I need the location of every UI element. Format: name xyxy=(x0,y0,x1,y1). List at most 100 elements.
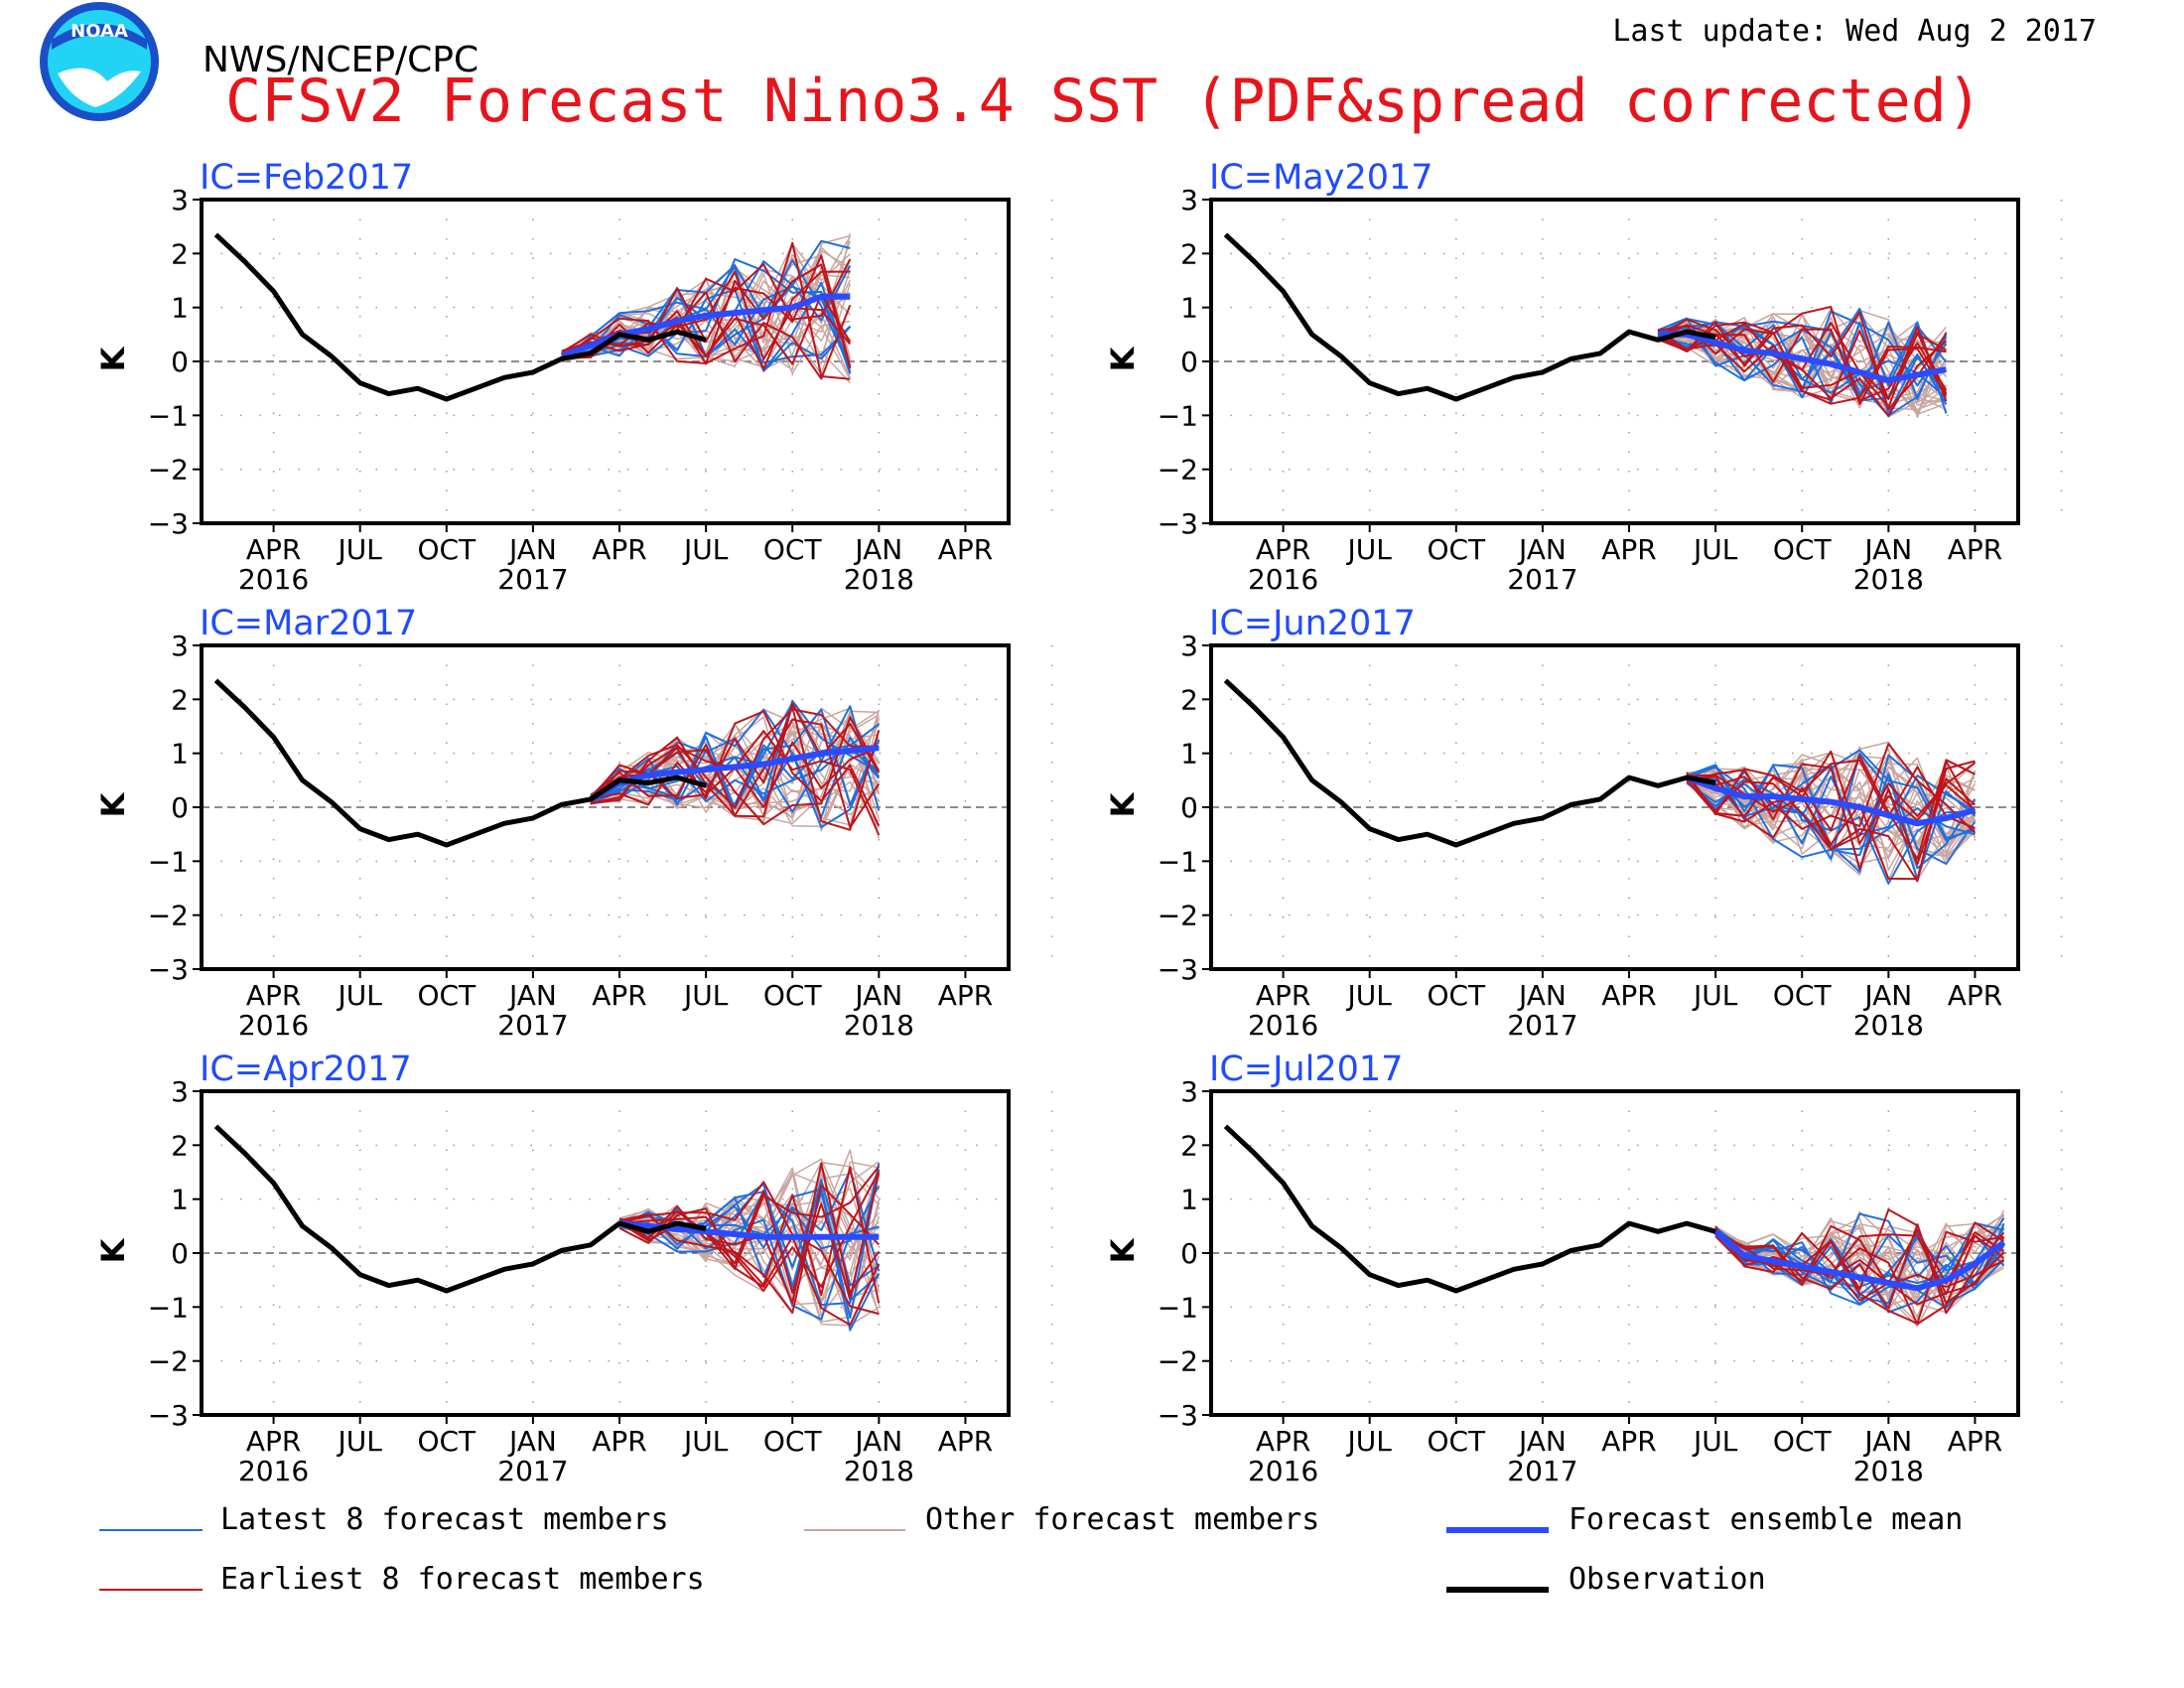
y-tick-label: −3 xyxy=(1158,507,1198,540)
y-tick-label: 1 xyxy=(171,1184,189,1216)
y-tick-label: 1 xyxy=(1180,292,1198,325)
latest-member-line xyxy=(561,288,852,372)
earliest-member-line xyxy=(1657,306,1948,405)
y-tick-label: 0 xyxy=(171,791,189,824)
earliest-member-line xyxy=(1714,1225,2005,1306)
x-tick-label: JAN xyxy=(853,979,902,1012)
x-tick-label: JUL xyxy=(1692,533,1738,566)
x-tick-label: APR xyxy=(592,1425,647,1458)
x-tick-label: JAN xyxy=(1517,1425,1567,1458)
y-tick-label: 1 xyxy=(171,738,189,771)
y-tick-label: −2 xyxy=(1158,454,1198,487)
x-tick-label: JAN xyxy=(507,533,557,566)
y-axis-label: K xyxy=(94,346,132,371)
y-axis-label: K xyxy=(94,791,132,817)
x-tick-year: 2017 xyxy=(497,1455,568,1487)
y-tick-label: 3 xyxy=(171,1075,189,1108)
x-tick-label: OCT xyxy=(1773,979,1833,1012)
y-tick-label: 2 xyxy=(171,1129,189,1162)
other-member-line xyxy=(618,1168,881,1274)
latest-member-line xyxy=(561,265,852,373)
legend-label-observation: Observation xyxy=(1569,1562,1766,1597)
y-tick-label: −1 xyxy=(1158,1291,1198,1324)
legend: Latest 8 forecast members Other forecast… xyxy=(99,1502,1963,1597)
x-tick-year: 2016 xyxy=(1248,563,1318,596)
y-tick-label: 2 xyxy=(1180,683,1198,716)
y-tick-label: −1 xyxy=(148,1291,189,1324)
x-tick-label: APR xyxy=(1948,979,2003,1012)
x-tick-year: 2017 xyxy=(497,563,568,596)
y-tick-label: 3 xyxy=(1180,1075,1198,1108)
panel-title: IC=May2017 xyxy=(1209,158,1433,198)
y-axis-label: K xyxy=(1104,1237,1142,1263)
x-tick-label: APR xyxy=(938,979,994,1012)
earliest-member-line xyxy=(561,241,851,380)
x-tick-label: APR xyxy=(592,533,647,566)
y-tick-label: −3 xyxy=(1158,953,1198,986)
y-tick-label: −2 xyxy=(1158,1345,1198,1378)
x-tick-year: 2018 xyxy=(844,1455,914,1487)
x-tick-label: APR xyxy=(246,1425,302,1458)
y-tick-label: −2 xyxy=(148,900,189,932)
latest-member-line xyxy=(590,708,881,829)
earliest-member-line xyxy=(618,1181,880,1316)
y-tick-label: 3 xyxy=(171,630,189,662)
x-tick-label: APR xyxy=(1256,533,1311,566)
earliest-member-line xyxy=(1714,1223,2005,1315)
y-axis-label: K xyxy=(1104,346,1142,371)
x-tick-label: OCT xyxy=(1773,1425,1833,1458)
x-tick-label: APR xyxy=(1601,979,1657,1012)
y-tick-label: −3 xyxy=(148,507,189,540)
x-tick-label: APR xyxy=(1948,1425,2003,1458)
x-tick-label: APR xyxy=(1256,979,1311,1012)
x-tick-year: 2017 xyxy=(497,1009,568,1042)
x-tick-label: JUL xyxy=(1692,979,1738,1012)
y-tick-label: −3 xyxy=(1158,1399,1198,1432)
legend-label-earliest: Earliest 8 forecast members xyxy=(220,1562,705,1597)
x-tick-label: JUL xyxy=(1346,1425,1393,1458)
y-tick-label: 1 xyxy=(1180,1184,1198,1216)
y-tick-label: 0 xyxy=(1180,791,1198,824)
y-tick-label: −1 xyxy=(1158,845,1198,878)
earliest-member-line xyxy=(1686,763,1977,870)
earliest-member-line xyxy=(1686,743,1977,834)
x-tick-label: OCT xyxy=(1427,979,1486,1012)
x-tick-year: 2018 xyxy=(1853,1009,1924,1042)
y-tick-label: 0 xyxy=(1180,1237,1198,1270)
observation-line xyxy=(213,678,707,848)
x-tick-year: 2016 xyxy=(238,1455,309,1487)
x-tick-label: JUL xyxy=(682,979,729,1012)
x-tick-label: APR xyxy=(246,533,302,566)
y-tick-label: 2 xyxy=(1180,1129,1198,1162)
other-member-line xyxy=(618,1171,881,1279)
last-update: Last update: Wed Aug 2 2017 xyxy=(1612,14,2097,49)
x-tick-year: 2018 xyxy=(844,1009,914,1042)
y-tick-label: −2 xyxy=(148,454,189,487)
x-tick-label: JAN xyxy=(507,1425,557,1458)
y-tick-label: 2 xyxy=(171,237,189,270)
x-tick-label: APR xyxy=(938,1425,994,1458)
logo-sky xyxy=(52,24,147,50)
x-tick-label: OCT xyxy=(417,533,477,566)
earliest-member-line xyxy=(590,710,881,827)
x-tick-label: JUL xyxy=(682,1425,729,1458)
page-title: CFSv2 Forecast Nino3.4 SST (PDF&spread c… xyxy=(225,67,1982,136)
y-tick-label: 0 xyxy=(171,1237,189,1270)
earliest-member-line xyxy=(1686,760,1976,881)
x-tick-label: JAN xyxy=(1862,1425,1912,1458)
x-tick-year: 2016 xyxy=(238,563,309,596)
x-tick-year: 2016 xyxy=(1248,1455,1318,1487)
x-tick-label: OCT xyxy=(1427,1425,1486,1458)
y-tick-label: −2 xyxy=(1158,900,1198,932)
earliest-member-line xyxy=(618,1173,881,1300)
x-tick-label: APR xyxy=(1601,1425,1657,1458)
panel-title: IC=Apr2017 xyxy=(200,1050,412,1089)
agency-label: NWS/NCEP/CPC xyxy=(203,40,478,80)
earliest-member-line xyxy=(618,1162,881,1305)
ensemble-mean-line xyxy=(1686,774,1977,827)
earliest-member-line xyxy=(561,270,851,370)
panel-title: IC=Mar2017 xyxy=(200,604,417,643)
